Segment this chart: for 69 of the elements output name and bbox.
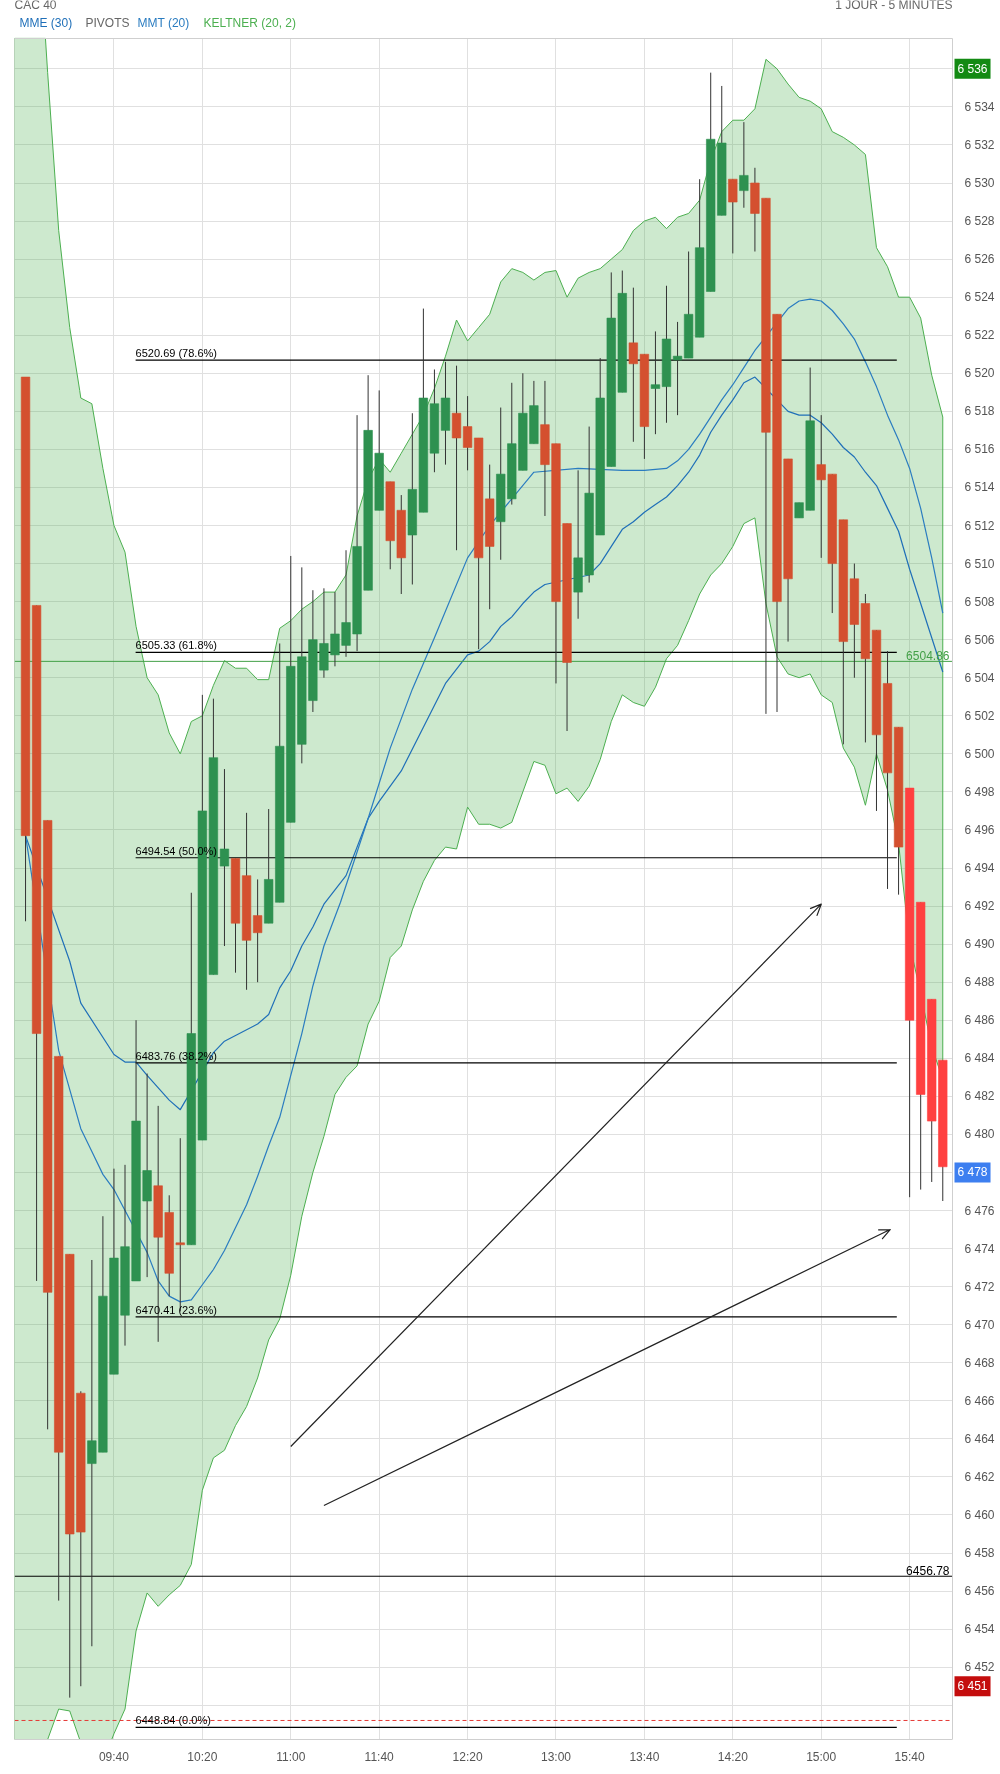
y-tick-label: 6 534 bbox=[964, 99, 995, 114]
series-label: 6505.33 (61.8%) bbox=[135, 639, 217, 652]
x-tick-label: 10:20 bbox=[187, 1749, 218, 1764]
x-tick-label: 11:00 bbox=[276, 1749, 306, 1764]
y-tick-label: 6 474 bbox=[964, 1241, 995, 1256]
y-tick-label: 6 510 bbox=[964, 556, 995, 571]
series-label: 6470.41 (23.6%) bbox=[135, 1303, 217, 1316]
y-tick-label: 6 530 bbox=[964, 176, 995, 190]
y-tick-label: 6 488 bbox=[964, 975, 995, 990]
x-tick-label: 13:00 bbox=[540, 1749, 572, 1764]
annotation: 6 451 bbox=[957, 1679, 988, 1694]
y-tick-label: 6 502 bbox=[964, 708, 995, 723]
y-tick-label: 6 466 bbox=[964, 1393, 995, 1408]
y-tick-label: 6 464 bbox=[964, 1431, 995, 1446]
legend-label: KELTNER (20, 2) bbox=[203, 15, 296, 30]
series-label: 6448.84 (0.0%) bbox=[135, 1714, 211, 1727]
y-tick-label: 6 528 bbox=[964, 214, 995, 229]
y-tick-label: 6 458 bbox=[964, 1546, 995, 1561]
y-tick-label: 6 476 bbox=[964, 1203, 995, 1218]
text: MMT (20) bbox=[137, 15, 190, 30]
candlestick bbox=[728, 178, 738, 254]
candlestick bbox=[219, 768, 230, 947]
y-tick-label: 6 532 bbox=[964, 137, 995, 152]
x-tick-label: 13:40 bbox=[629, 1749, 660, 1764]
series-label: 6520.69 (78.6%) bbox=[135, 347, 217, 360]
y-tick-label: 6 498 bbox=[964, 784, 995, 799]
annotation: 6 478 bbox=[957, 1165, 988, 1180]
candlestick bbox=[650, 330, 661, 435]
y-tick-label: 6 484 bbox=[964, 1051, 995, 1066]
y-tick-label: 6 496 bbox=[964, 822, 995, 837]
chart-title: CAC 40 bbox=[14, 0, 57, 12]
y-tick-label: 6 512 bbox=[964, 518, 995, 533]
x-tick-label: 11:40 bbox=[364, 1749, 395, 1764]
annotation: 6 536 bbox=[957, 61, 988, 76]
text: MME (30) bbox=[19, 15, 73, 30]
x-tick-label: 09:40 bbox=[98, 1749, 130, 1764]
y-tick-label: 6 462 bbox=[964, 1469, 995, 1484]
candlestick bbox=[739, 121, 749, 209]
y-tick-label: 6 508 bbox=[964, 594, 995, 609]
x-tick-label: 15:40 bbox=[894, 1749, 925, 1764]
x-tick-label: 14:20 bbox=[717, 1749, 749, 1764]
ref-line-label: 6456.78 bbox=[906, 1564, 950, 1579]
y-tick-label: 6 492 bbox=[964, 899, 995, 914]
y-tick-label: 6 522 bbox=[964, 328, 995, 343]
y-tick-label: 6 500 bbox=[964, 746, 995, 761]
y-tick-label: 6 514 bbox=[964, 480, 995, 495]
y-tick-label: 6 454 bbox=[964, 1622, 995, 1637]
y-tick-label: 6 456 bbox=[964, 1584, 995, 1599]
y-tick-label: 6 520 bbox=[964, 366, 995, 381]
y-tick-label: 6 482 bbox=[964, 1089, 995, 1104]
y-tick-label: 6 480 bbox=[964, 1127, 995, 1142]
y-tick-label: 6 516 bbox=[964, 442, 995, 457]
y-tick-label: 6 486 bbox=[964, 1013, 995, 1028]
chart-subtitle: 1 JOUR - 5 MINUTES bbox=[835, 0, 953, 12]
x-tick-label: 12:20 bbox=[452, 1749, 483, 1764]
y-tick-label: 6 526 bbox=[964, 252, 995, 267]
text: PIVOTS bbox=[85, 15, 130, 30]
y-tick-label: 6 518 bbox=[964, 404, 995, 419]
y-tick-label: 6 468 bbox=[964, 1355, 995, 1370]
y-tick-label: 6 472 bbox=[964, 1279, 995, 1294]
y-tick-label: 6 460 bbox=[964, 1507, 995, 1522]
x-tick-label: 15:00 bbox=[806, 1749, 837, 1764]
y-tick-label: 6 494 bbox=[964, 861, 995, 876]
y-tick-label: 6 524 bbox=[964, 290, 995, 305]
y-tick-label: 6 490 bbox=[964, 937, 995, 952]
y-tick-label: 6 504 bbox=[964, 670, 995, 685]
y-tick-label: 6 470 bbox=[964, 1317, 995, 1332]
y-tick-label: 6 506 bbox=[964, 632, 995, 647]
y-tick-label: 6 452 bbox=[964, 1660, 995, 1675]
